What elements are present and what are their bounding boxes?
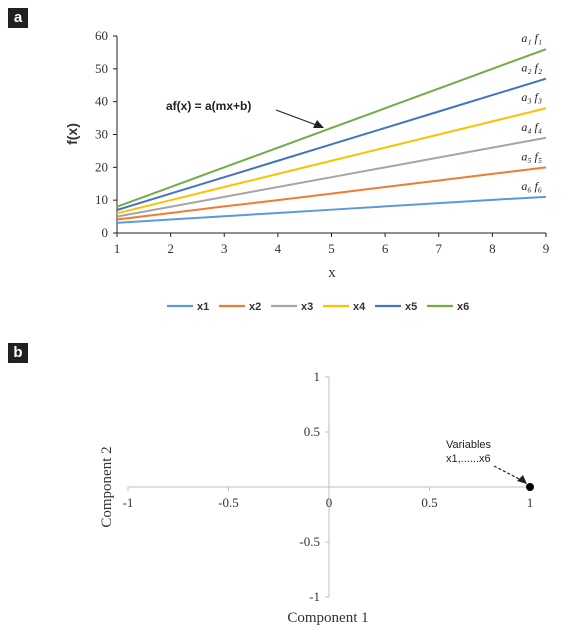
annotation-line-2: x1,......x6	[446, 453, 491, 465]
annotation-line-1: Variables	[446, 439, 492, 451]
x-axis-label: x	[328, 265, 336, 281]
x-tick-label: 2	[167, 241, 174, 256]
chart-axes-b: -1 -0.5 0 0.5 1 1 0.5 -0.5 -1	[123, 369, 534, 604]
legend-label-x5: x5	[405, 301, 417, 313]
series-end-labels: a₆ f₆ a₅ f₅ a₄ f₄ a₃ f₃ a₂ f₂ a₁ f₁	[521, 31, 542, 193]
variables-annotation: Variables x1,......x6	[446, 439, 492, 465]
y-tick-label: 20	[95, 159, 108, 174]
end-label-x6: a₁ f₁	[521, 31, 542, 45]
data-points	[493, 465, 534, 491]
y-tick-label: 50	[95, 61, 108, 76]
x-tick-label: 1	[114, 241, 121, 256]
y-axis-label-b: Component 2	[99, 446, 115, 527]
legend-label-x1: x1	[197, 301, 209, 313]
annotation-arrow-head-b	[517, 475, 527, 484]
x-tick-label-b: -0.5	[218, 495, 239, 510]
chart-legend: x1 x2 x3 x4 x5 x6	[167, 301, 469, 313]
formula-annotation: af(x) = a(mx+b)	[166, 99, 324, 128]
end-label-x1: a₆ f₆	[521, 179, 542, 193]
x-tick-label-b: 1	[527, 495, 534, 510]
x-tick-label: 7	[436, 241, 443, 256]
series-line-x5	[116, 77, 547, 211]
series-line-x3	[116, 136, 547, 218]
x-tick-label: 8	[489, 241, 496, 256]
x-tick-label: 4	[275, 241, 282, 256]
end-label-x3: a₄ f₄	[521, 120, 542, 134]
x-tick-label-b: -1	[123, 495, 134, 510]
data-point	[526, 483, 534, 491]
annotation-arrow-head	[313, 120, 324, 128]
y-tick-label: 30	[95, 127, 108, 142]
x-tick-label: 9	[543, 241, 550, 256]
series-line-x6	[116, 48, 547, 208]
end-label-x5: a₂ f₂	[521, 61, 542, 75]
legend-label-x2: x2	[249, 301, 261, 313]
x-axis-label-b: Component 1	[287, 610, 368, 626]
y-tick-label-b: 0.5	[304, 424, 320, 439]
y-tick-label: 0	[102, 225, 109, 240]
x-tick-label: 5	[328, 241, 335, 256]
x-tick-label-b: 0	[326, 495, 333, 510]
panel-label-b: b	[8, 343, 28, 363]
end-label-x2: a₅ f₅	[521, 149, 542, 163]
y-tick-label-b: 1	[314, 369, 321, 384]
y-tick-label: 10	[95, 192, 108, 207]
y-axis-label: f(x)	[64, 123, 80, 145]
x-tick-label: 6	[382, 241, 389, 256]
legend-label-x4: x4	[353, 301, 366, 313]
y-tick-label: 40	[95, 94, 108, 109]
series-line-x1	[116, 195, 547, 224]
chart-axes: 0 10 20 30 40 50 60 1 2 3 4 5 6 7 8 9	[95, 28, 549, 256]
legend-label-x3: x3	[301, 301, 313, 313]
legend-label-x6: x6	[457, 301, 469, 313]
annotation-arrow-b	[493, 465, 526, 483]
series-lines	[116, 48, 547, 224]
series-line-x2	[116, 166, 547, 221]
x-tick-label: 3	[221, 241, 228, 256]
line-chart: 0 10 20 30 40 50 60 1 2 3 4 5 6 7 8 9 a₆ f₆ a₅ f₅ a₄ f₄ a₃…	[64, 28, 549, 313]
x-tick-label-b: 0.5	[421, 495, 437, 510]
y-tick-label: 60	[95, 28, 108, 43]
annotation-arrow-line	[275, 109, 320, 127]
y-tick-label-b: -1	[309, 589, 320, 604]
panel-label-a: a	[8, 8, 28, 28]
annotation-text: af(x) = a(mx+b)	[166, 99, 251, 113]
end-label-x4: a₃ f₃	[521, 90, 542, 104]
series-line-x4	[116, 107, 547, 215]
y-tick-label-b: -0.5	[299, 534, 320, 549]
